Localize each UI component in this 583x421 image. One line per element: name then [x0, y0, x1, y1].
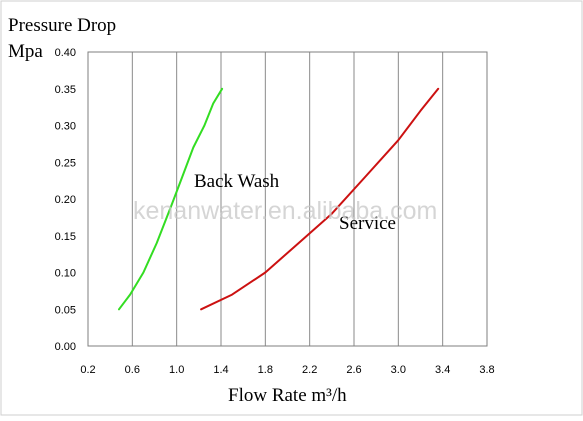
- x-tick-label: 1.0: [169, 364, 184, 376]
- x-tick-label: 1.8: [258, 364, 273, 376]
- y-tick-label: 0.00: [55, 341, 76, 353]
- x-tick-label: 3.8: [479, 364, 494, 376]
- y-tick-label: 0.10: [55, 268, 76, 280]
- annotation-service: Service: [339, 213, 396, 234]
- x-axis-label: Flow Rate m³/h: [228, 385, 347, 406]
- x-tick-label: 1.4: [213, 364, 228, 376]
- x-tick-label: 0.2: [80, 364, 95, 376]
- y-tick-label: 0.05: [55, 304, 76, 316]
- x-tick-label: 2.2: [302, 364, 317, 376]
- watermark-text: kenanwater.en.alibaba.com: [133, 197, 437, 225]
- x-tick-label: 0.6: [125, 364, 140, 376]
- y-tick-label: 0.30: [55, 121, 76, 133]
- y-axis-label: Mpa: [8, 41, 43, 62]
- x-tick-labels: 0.2 0.6 1.0 1.4 1.8 2.2 2.6 3.0 3.4 3.8: [80, 364, 494, 376]
- y-tick-label: 0.25: [55, 157, 76, 169]
- plot-border: [87, 51, 488, 347]
- y-tick-label: 0.40: [55, 47, 76, 59]
- y-tick-label: 0.20: [55, 194, 76, 206]
- chart-title: Pressure Drop: [8, 15, 116, 36]
- grid-lines: [131, 52, 444, 346]
- x-tick-label: 3.0: [391, 364, 406, 376]
- x-tick-label: 2.6: [346, 364, 361, 376]
- x-tick-label: 3.4: [435, 364, 450, 376]
- series-line-service: [200, 87, 440, 311]
- y-tick-label: 0.35: [55, 84, 76, 96]
- y-tick-label: 0.15: [55, 231, 76, 243]
- annotation-back-wash: Back Wash: [194, 171, 280, 192]
- plot-area: [87, 51, 488, 347]
- series-line-back-wash: [118, 87, 224, 311]
- series-layer: [118, 87, 440, 311]
- y-tick-labels: 0.00 0.05 0.10 0.15 0.20 0.25 0.30 0.35 0.40: [55, 47, 76, 353]
